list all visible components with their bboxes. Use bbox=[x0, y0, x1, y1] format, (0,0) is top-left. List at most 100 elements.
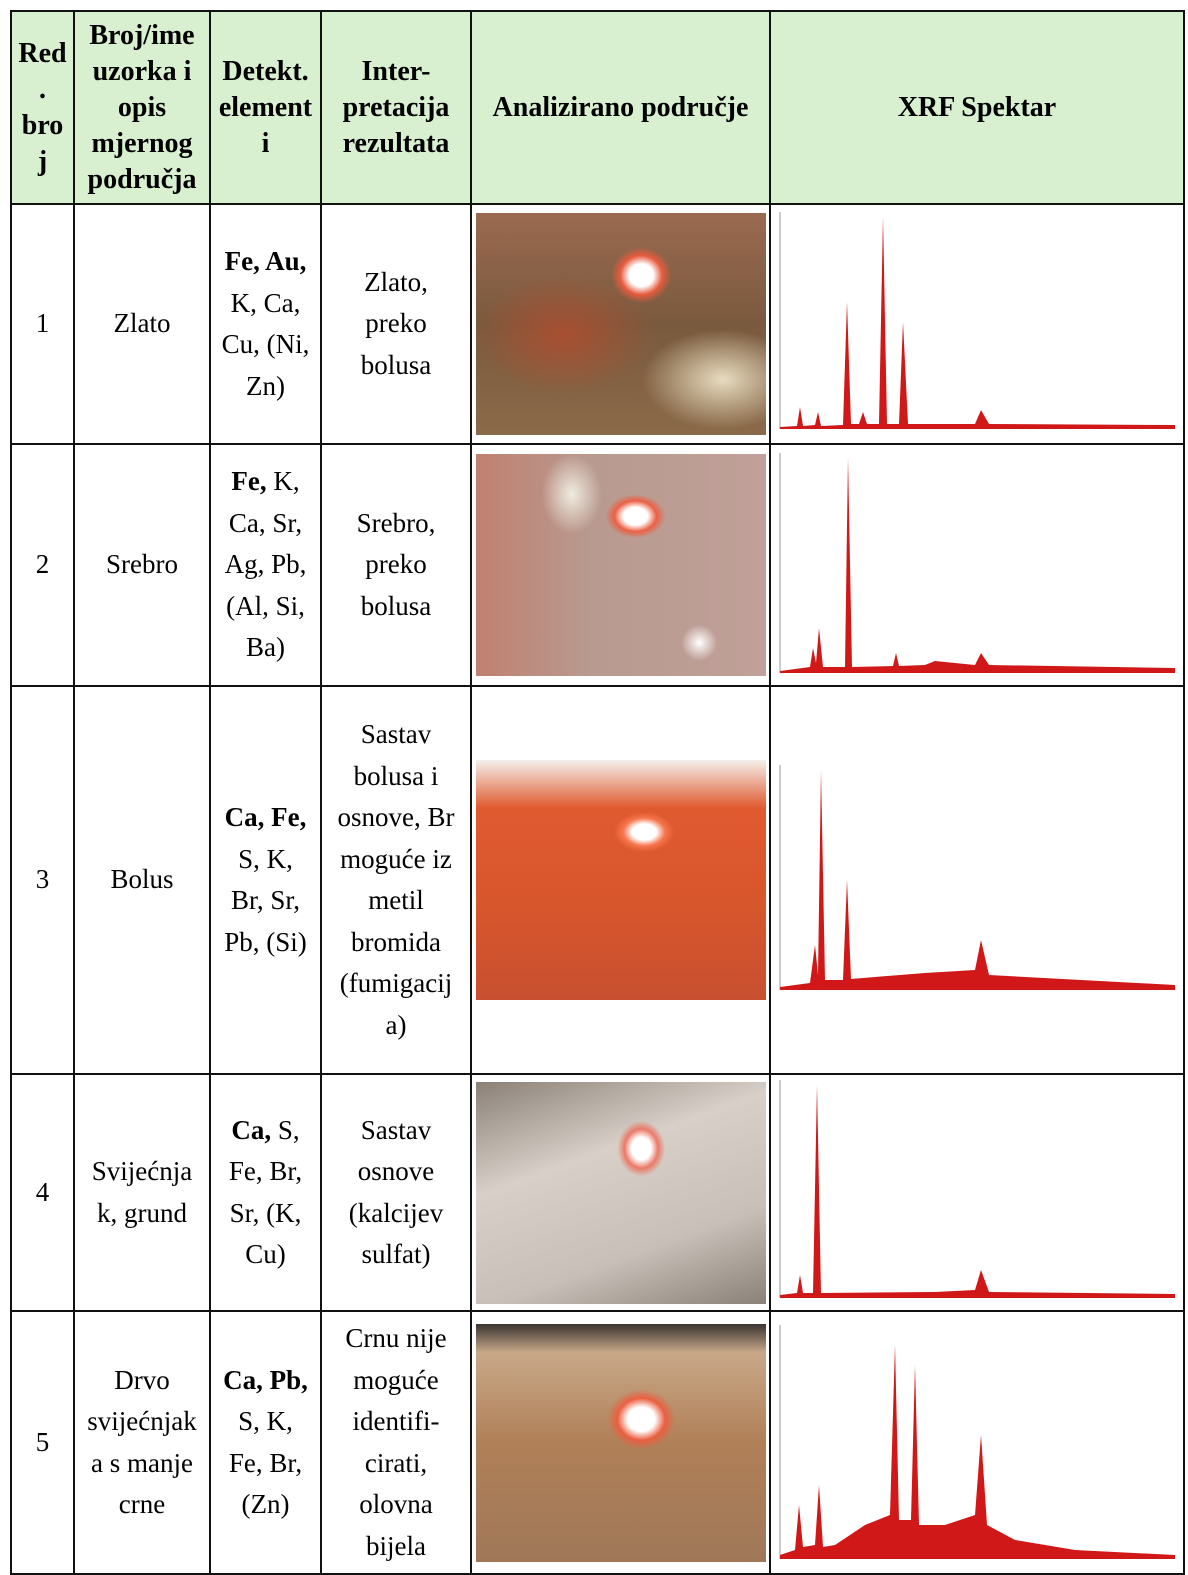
text-line: opis bbox=[117, 91, 167, 123]
photo bbox=[475, 760, 766, 1000]
elements-cell: Ca, Fe, S, K, Br, Sr, Pb, (Si) bbox=[209, 685, 322, 1075]
sample-cell: Drvo svijećnjak a s manje crne bbox=[73, 1310, 211, 1575]
minor-elements: Sr, (K, bbox=[229, 1197, 302, 1228]
photo-cell bbox=[470, 1073, 771, 1312]
text-line: bolusa i bbox=[353, 760, 439, 791]
photo-cell bbox=[470, 1310, 771, 1575]
minor-elements: K, Ca, bbox=[230, 287, 301, 318]
spectrum-cell bbox=[769, 443, 1185, 687]
row-number: 3 bbox=[35, 864, 50, 895]
text-line: preko bbox=[365, 308, 427, 339]
text-line: Ca, Pb, bbox=[212, 1360, 319, 1402]
major-elements: Ca, bbox=[231, 1114, 272, 1145]
text-line: metil bbox=[368, 885, 424, 915]
minor-elements: Ba) bbox=[246, 632, 285, 663]
minor-elements: (Al, Si, bbox=[226, 590, 305, 621]
number-cell: 1 bbox=[10, 203, 75, 445]
text-line: Srebro bbox=[106, 549, 178, 580]
results-table: Red. bro j Broj/ime uzorka i opis mjernog podr… bbox=[10, 10, 1185, 1575]
text-line: Cu) bbox=[212, 1234, 319, 1276]
text-line: olovna bbox=[359, 1489, 433, 1519]
text-line: bolusa bbox=[360, 590, 432, 621]
text-line: Detekt. bbox=[222, 55, 309, 87]
text-line: Br, Sr, bbox=[212, 880, 319, 922]
text-line: Fe, Br, bbox=[212, 1443, 319, 1485]
spectrum-cell bbox=[769, 203, 1185, 445]
minor-elements: (Zn) bbox=[241, 1489, 290, 1519]
text-line: cirati, bbox=[364, 1447, 428, 1478]
row-number: 2 bbox=[35, 549, 50, 580]
number-cell: 4 bbox=[10, 1073, 75, 1312]
text-line: Sastav bbox=[360, 1114, 432, 1145]
interpretation-cell: Sastav bolusa i osnove, Br moguće iz metil br… bbox=[320, 685, 472, 1075]
text-line: k, grund bbox=[97, 1197, 187, 1228]
text-line: . bbox=[39, 73, 46, 105]
minor-elements: Zn) bbox=[246, 370, 285, 401]
photo bbox=[475, 213, 766, 435]
text-line: Ba) bbox=[212, 627, 319, 669]
text-line: Drvo bbox=[114, 1364, 170, 1395]
photo bbox=[475, 1323, 766, 1562]
elements-cell: Ca, Pb, S, K, Fe, Br, (Zn) bbox=[209, 1310, 322, 1575]
text-line: K, Ca, bbox=[212, 283, 319, 325]
text-line: (fumigacij bbox=[339, 968, 453, 998]
text-line: identifi- bbox=[352, 1406, 440, 1436]
sample-cell: Svijećnja k, grund bbox=[73, 1073, 211, 1312]
text-line: moguće iz bbox=[340, 843, 452, 874]
text-line: crne bbox=[118, 1489, 166, 1519]
text-line: Fe, K, bbox=[212, 461, 319, 503]
minor-elements: K, bbox=[273, 466, 300, 497]
text-line: Ca, Sr, bbox=[212, 503, 319, 545]
text-line: Fe, Au, bbox=[212, 241, 319, 283]
row-number: 5 bbox=[35, 1426, 50, 1457]
text-line: osnove bbox=[357, 1156, 435, 1186]
row: 5 Drvo svijećnjak a s manje crne Ca, Pb, S, K,… bbox=[10, 1310, 1185, 1575]
text-line: osnove, Br bbox=[337, 802, 455, 832]
text-line: Crnu nije bbox=[345, 1323, 447, 1353]
text-line: rezultata bbox=[342, 127, 450, 159]
text-line: Pb, (Si) bbox=[212, 922, 319, 964]
text-line: (Al, Si, bbox=[212, 586, 319, 628]
sample-cell: Srebro bbox=[73, 443, 211, 687]
number-cell: 3 bbox=[10, 685, 75, 1075]
spectrum bbox=[779, 211, 1175, 429]
text-line: sulfat) bbox=[361, 1239, 431, 1269]
text-line: moguće bbox=[353, 1364, 439, 1395]
text-line: Inter- bbox=[361, 55, 431, 87]
text-line: j bbox=[37, 145, 48, 177]
major-elements: Fe, bbox=[231, 466, 267, 497]
interpretation-cell: Zlato, preko bolusa bbox=[320, 203, 472, 445]
header-cell: Broj/ime uzorka i opis mjernog područja bbox=[73, 10, 211, 205]
row: 3 Bolus Ca, Fe, S, K, Br, Sr, Pb, (Si) Sastav b… bbox=[10, 685, 1185, 1075]
minor-elements: Fe, Br, bbox=[228, 1447, 303, 1478]
elements-cell: Fe, K, Ca, Sr, Ag, Pb, (Al, Si, Ba) bbox=[209, 443, 322, 687]
text-line: Cu, (Ni, bbox=[212, 324, 319, 366]
spectrum bbox=[779, 1080, 1175, 1298]
spectrum-cell bbox=[769, 685, 1185, 1075]
text-line: bijela bbox=[366, 1530, 426, 1561]
text-line: Zlato, bbox=[364, 266, 428, 297]
text-line: Srebro, bbox=[356, 507, 436, 538]
header-cell: Analizirano područje bbox=[470, 10, 771, 205]
minor-elements: Cu) bbox=[245, 1239, 286, 1269]
text-line: a) bbox=[385, 1009, 407, 1040]
minor-elements: Br, Sr, bbox=[230, 885, 301, 915]
header-cell: XRF Spektar bbox=[769, 10, 1185, 205]
text-line: i bbox=[261, 127, 270, 159]
header-cell: Red. bro j bbox=[10, 10, 75, 205]
text-line: Ca, S, bbox=[212, 1110, 319, 1152]
row: 1 Zlato Fe, Au, K, Ca, Cu, (Ni, Zn) Zlato, prek… bbox=[10, 203, 1185, 445]
spectrum bbox=[779, 765, 1175, 990]
text-line: bro bbox=[21, 109, 64, 141]
photo-cell bbox=[470, 685, 771, 1075]
text-line: S, K, bbox=[212, 839, 319, 881]
major-elements: Fe, Au, bbox=[224, 246, 307, 276]
major-elements: Ca, Fe, bbox=[224, 802, 307, 832]
sample-cell: Zlato bbox=[73, 203, 211, 445]
text-line: uzorka i bbox=[92, 55, 192, 87]
minor-elements: S, K, bbox=[238, 1406, 293, 1436]
photo bbox=[475, 454, 766, 676]
text-line: bolusa bbox=[360, 349, 432, 380]
number-cell: 2 bbox=[10, 443, 75, 687]
